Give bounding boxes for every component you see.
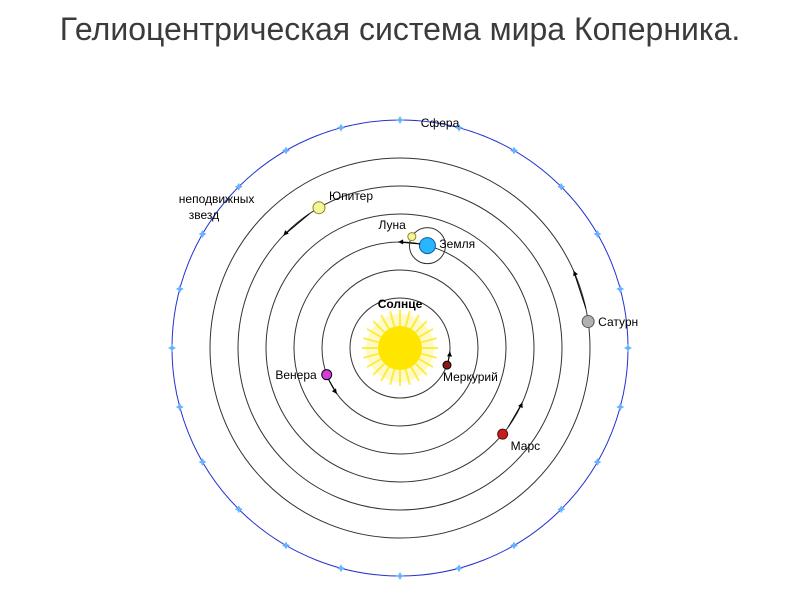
page-title: Гелиоцентрическая система мира Коперника… <box>0 10 800 48</box>
fixed-star-icon <box>282 541 290 549</box>
fixed-star-icon <box>510 147 518 155</box>
fixed-star-icon <box>396 572 404 580</box>
fixed-star-icon <box>199 458 207 466</box>
fixed-star-icon <box>616 285 624 293</box>
fixed-star-icon <box>337 564 345 572</box>
fixed-stars-label-1: Сфера <box>421 117 460 130</box>
planet-venus-label: Венера <box>275 369 316 382</box>
fixed-star-icon <box>624 344 632 352</box>
fixed-star-icon <box>593 230 601 238</box>
fixed-star-icon <box>199 230 207 238</box>
fixed-star-icon <box>455 564 463 572</box>
sun-icon <box>362 310 438 386</box>
planet-saturn-label: Сатурн <box>598 316 638 329</box>
fixed-star-icon <box>593 458 601 466</box>
planet-mars-icon <box>498 429 508 439</box>
moon-label: Луна <box>379 219 406 232</box>
planet-venus-icon <box>322 370 332 380</box>
planet-mars-label: Марс <box>511 440 540 453</box>
fixed-star-icon <box>176 285 184 293</box>
fixed-stars-label-3: звезд <box>189 209 219 222</box>
fixed-star-icon <box>176 403 184 411</box>
planet-jupiter-icon <box>313 202 325 214</box>
planet-mercury-icon <box>443 361 451 369</box>
direction-arrow <box>574 271 586 309</box>
planet-earth-label: Земля <box>439 238 475 251</box>
fixed-star-icon <box>616 403 624 411</box>
planet-jupiter-label: Юпитер <box>329 190 373 203</box>
planet-earth-icon <box>419 238 435 254</box>
fixed-star-icon <box>337 124 345 132</box>
fixed-star-icon <box>510 541 518 549</box>
sun-label: Солнце <box>378 298 423 311</box>
fixed-star-icon <box>396 116 404 124</box>
planet-saturn-icon <box>582 316 594 328</box>
heliocentric-diagram: Солнце Меркурий Венера Луна Земля Марс Юпитер С… <box>167 115 633 581</box>
fixed-stars-label-2: неподвижных <box>179 193 255 206</box>
direction-arrow-head <box>398 239 403 244</box>
moon-icon <box>408 233 416 241</box>
fixed-star-icon <box>282 147 290 155</box>
direction-arrow-head <box>447 351 452 356</box>
fixed-star-icon <box>168 344 176 352</box>
direction-arrow <box>283 214 309 236</box>
planet-mercury-label: Меркурий <box>443 371 498 384</box>
